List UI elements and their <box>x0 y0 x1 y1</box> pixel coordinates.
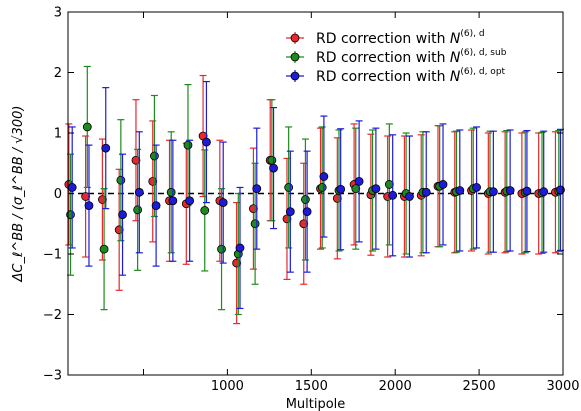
data-point <box>354 176 364 186</box>
data-point <box>166 187 176 197</box>
y-axis-title-text: ΔC_ℓ^BB / (σ_ℓ^BB / √300) <box>11 106 26 283</box>
data-point <box>235 243 245 253</box>
ticks: −3 −2 −1 0 1 2 3 1000 1500 2000 2500 3000 <box>43 6 580 395</box>
data-point <box>405 192 414 201</box>
data-point <box>185 196 195 206</box>
y-tick-label: −3 <box>43 369 62 384</box>
data-point <box>116 175 126 185</box>
data-point <box>301 195 310 204</box>
data-point <box>388 190 398 200</box>
data-point <box>351 184 361 194</box>
data-point <box>81 192 91 201</box>
x-axis-title: Multipole <box>286 397 346 411</box>
y-tick-label: 0 <box>54 187 62 202</box>
y-tick-label: 2 <box>54 66 62 81</box>
data-point <box>285 207 295 217</box>
x-tick-label: 3000 <box>546 379 579 394</box>
legend-label: RD correction with N(6), d <box>316 29 485 47</box>
legend: RD correction with N(6), dRD correction … <box>286 29 507 85</box>
data-point <box>82 122 92 132</box>
series-3 <box>67 80 565 310</box>
x-tick-label: 2000 <box>379 379 412 394</box>
data-point <box>488 187 498 197</box>
data-point <box>134 187 144 197</box>
data-point <box>284 183 294 192</box>
data-point <box>250 219 260 229</box>
data-point <box>217 244 226 254</box>
data-point <box>218 198 228 207</box>
data-point <box>421 187 431 197</box>
data-point <box>151 201 161 211</box>
y-axis-title: ΔC_ℓ^BB / (σ_ℓ^BB / √300) <box>11 106 26 283</box>
data-point <box>384 180 394 189</box>
data-point <box>202 137 211 147</box>
data-point <box>252 184 262 194</box>
legend-entry-2: RD correction with N(6), d, sub <box>286 48 507 66</box>
y-tick-label: 1 <box>54 127 62 142</box>
data-point <box>438 180 448 189</box>
data-point <box>183 140 193 150</box>
x-tick-label: 1500 <box>295 379 328 394</box>
data-point <box>336 184 346 194</box>
data-point <box>99 244 109 254</box>
data-point <box>319 172 329 181</box>
series-layer <box>64 65 565 325</box>
legend-label: RD correction with N(6), d, sub <box>316 48 507 66</box>
x-tick-label: 1000 <box>211 379 244 394</box>
data-point <box>522 186 532 196</box>
data-point <box>84 201 94 211</box>
data-point <box>302 207 312 217</box>
data-point <box>269 163 278 173</box>
data-point <box>150 151 159 161</box>
data-point <box>118 210 127 220</box>
y-tick-label: −1 <box>43 248 62 263</box>
legend-marker <box>290 52 300 62</box>
data-point <box>67 183 77 192</box>
data-point <box>168 196 178 206</box>
legend-entry-1: RD correction with N(6), d <box>286 29 485 47</box>
x-tick-label: 2500 <box>463 379 496 394</box>
data-point <box>133 205 143 215</box>
legend-marker <box>290 33 300 43</box>
legend-marker <box>290 71 300 81</box>
data-point <box>472 183 481 192</box>
data-point <box>539 187 549 197</box>
data-point <box>101 143 111 153</box>
data-point <box>317 183 327 192</box>
data-point <box>455 186 465 195</box>
data-point <box>267 155 277 165</box>
y-tick-label: −2 <box>43 308 62 323</box>
data-point <box>200 206 210 215</box>
data-point <box>505 186 515 195</box>
data-point <box>371 184 381 194</box>
legend-entry-3: RD correction with N(6), d, opt <box>286 67 506 85</box>
y-tick-label: 3 <box>54 6 62 21</box>
legend-label: RD correction with N(6), d, opt <box>316 67 506 85</box>
